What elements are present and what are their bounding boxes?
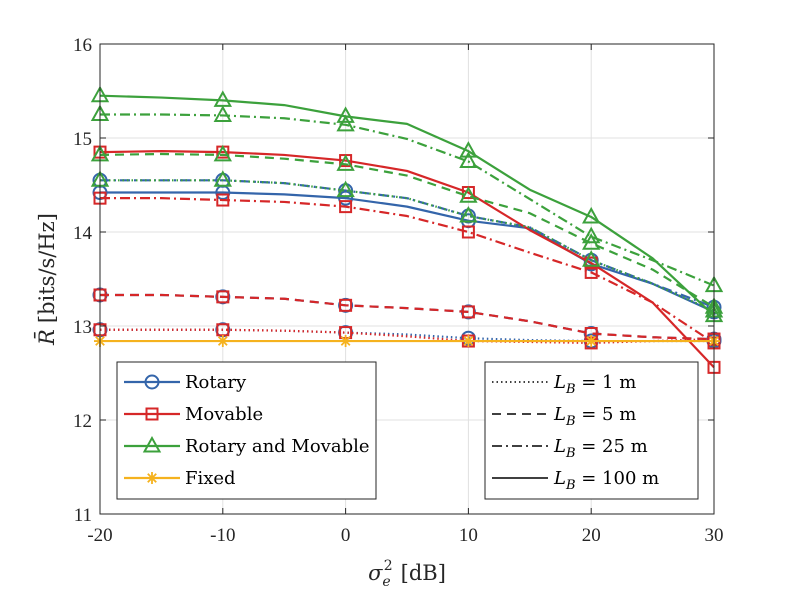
y-tick-label: 11 [74, 505, 92, 526]
x-tick-label: -10 [210, 525, 235, 546]
legend-marker [146, 472, 158, 484]
x-tick-label: 20 [582, 525, 601, 546]
series-line [99, 94, 715, 317]
x-label-unit: [dB] [401, 561, 446, 585]
series-rotary-and-movable-lb-25-m [90, 104, 724, 293]
legend-marker [142, 435, 162, 453]
series-line [100, 328, 715, 345]
data-point [213, 105, 232, 122]
data-point [213, 144, 232, 162]
data-point [339, 298, 353, 312]
data-point [336, 114, 355, 132]
legend-entry-lb-2: LB = 5 m [492, 404, 636, 429]
y-tick-label: 12 [73, 411, 92, 432]
x-label-sup: 2 [384, 558, 393, 574]
data-point [584, 265, 598, 279]
x-tick-label: 10 [459, 525, 478, 546]
series-line [99, 150, 715, 369]
data-point [336, 154, 355, 171]
y-tick-label: 16 [73, 35, 92, 56]
series-line [100, 328, 714, 343]
series-line [100, 293, 715, 341]
data-point [462, 335, 475, 348]
legend-entry-rotary-and-movable: Rotary and Movable [124, 435, 370, 457]
y-tick-label: 14 [73, 223, 93, 244]
series-rotary-and-movable-lb-5-m [90, 144, 724, 314]
legend-lb: LB = 1 m LB = 5 m LB = 25 m LB = 100 m [484, 361, 699, 500]
data-point [461, 225, 475, 239]
x-label-symbol: σ [368, 561, 383, 585]
data-point [582, 206, 601, 224]
legend-label: Rotary and Movable [185, 436, 370, 457]
data-point [216, 193, 230, 207]
x-label-sub: e [382, 574, 390, 590]
data-point [582, 226, 601, 244]
data-point [459, 151, 478, 168]
data-point [585, 335, 598, 348]
series-line [99, 152, 715, 309]
data-point [336, 106, 355, 123]
legend-label: LB = 25 m [553, 436, 648, 461]
legend-method-box [116, 361, 377, 500]
legend-lb-box [484, 361, 699, 500]
data-point [461, 305, 475, 319]
data-point [459, 141, 478, 158]
legend-marker [145, 407, 159, 421]
data-point [213, 90, 232, 107]
data-point [339, 335, 352, 348]
axis-labels: σe2 [dB] R̄ [bits/s/Hz] [34, 213, 446, 590]
legend-entry-lb-4: LB = 100 m [492, 468, 659, 493]
x-tick-label: 0 [341, 525, 351, 546]
legend-label: LB = 5 m [553, 404, 636, 429]
x-tick-label: 30 [705, 525, 724, 546]
y-tick-label: 15 [73, 129, 92, 150]
legend-entry-lb-1: LB = 1 m [492, 372, 636, 397]
data-point [336, 180, 355, 198]
legend-entry-movable: Movable [124, 404, 263, 425]
legend-label: LB = 100 m [553, 468, 659, 493]
legend-label: LB = 1 m [553, 372, 636, 397]
data-point [216, 335, 229, 348]
data-point [339, 200, 353, 214]
y-label-symbol: R̄ [34, 329, 59, 346]
legend-entry-fixed: Fixed [124, 468, 236, 489]
legend-entry-lb-3: LB = 25 m [492, 436, 648, 461]
series-line [100, 113, 715, 287]
data-point [459, 205, 478, 223]
legend-marker [144, 374, 160, 390]
series-line [100, 179, 715, 309]
data-point [582, 250, 601, 267]
series-line [100, 191, 715, 313]
legend-label: Rotary [185, 372, 247, 393]
legend-method: Rotary Movable Rotary and Movable Fixed [116, 361, 377, 500]
y-label-unit: [bits/s/Hz] [35, 213, 59, 323]
ticks: -20 -10 0 10 20 30 11 12 13 14 15 16 [73, 35, 724, 546]
x-tick-label: -20 [87, 525, 112, 546]
data-point [459, 186, 478, 203]
plot-frame [99, 43, 715, 515]
data-point [213, 170, 232, 187]
series-movable-lb-25-m [93, 191, 721, 350]
y-axis-label: R̄ [bits/s/Hz] [34, 213, 59, 346]
legend-label: Fixed [185, 468, 236, 489]
data-point [216, 290, 230, 304]
x-axis-label: σe2 [dB] [368, 558, 446, 590]
legend-entry-rotary: Rotary [124, 372, 247, 393]
series-line [100, 197, 715, 344]
series-rotary-and-movable-lb-100-m [90, 85, 724, 323]
legend-label: Movable [185, 404, 263, 425]
data-point [338, 190, 354, 206]
y-tick-label: 13 [73, 317, 92, 338]
